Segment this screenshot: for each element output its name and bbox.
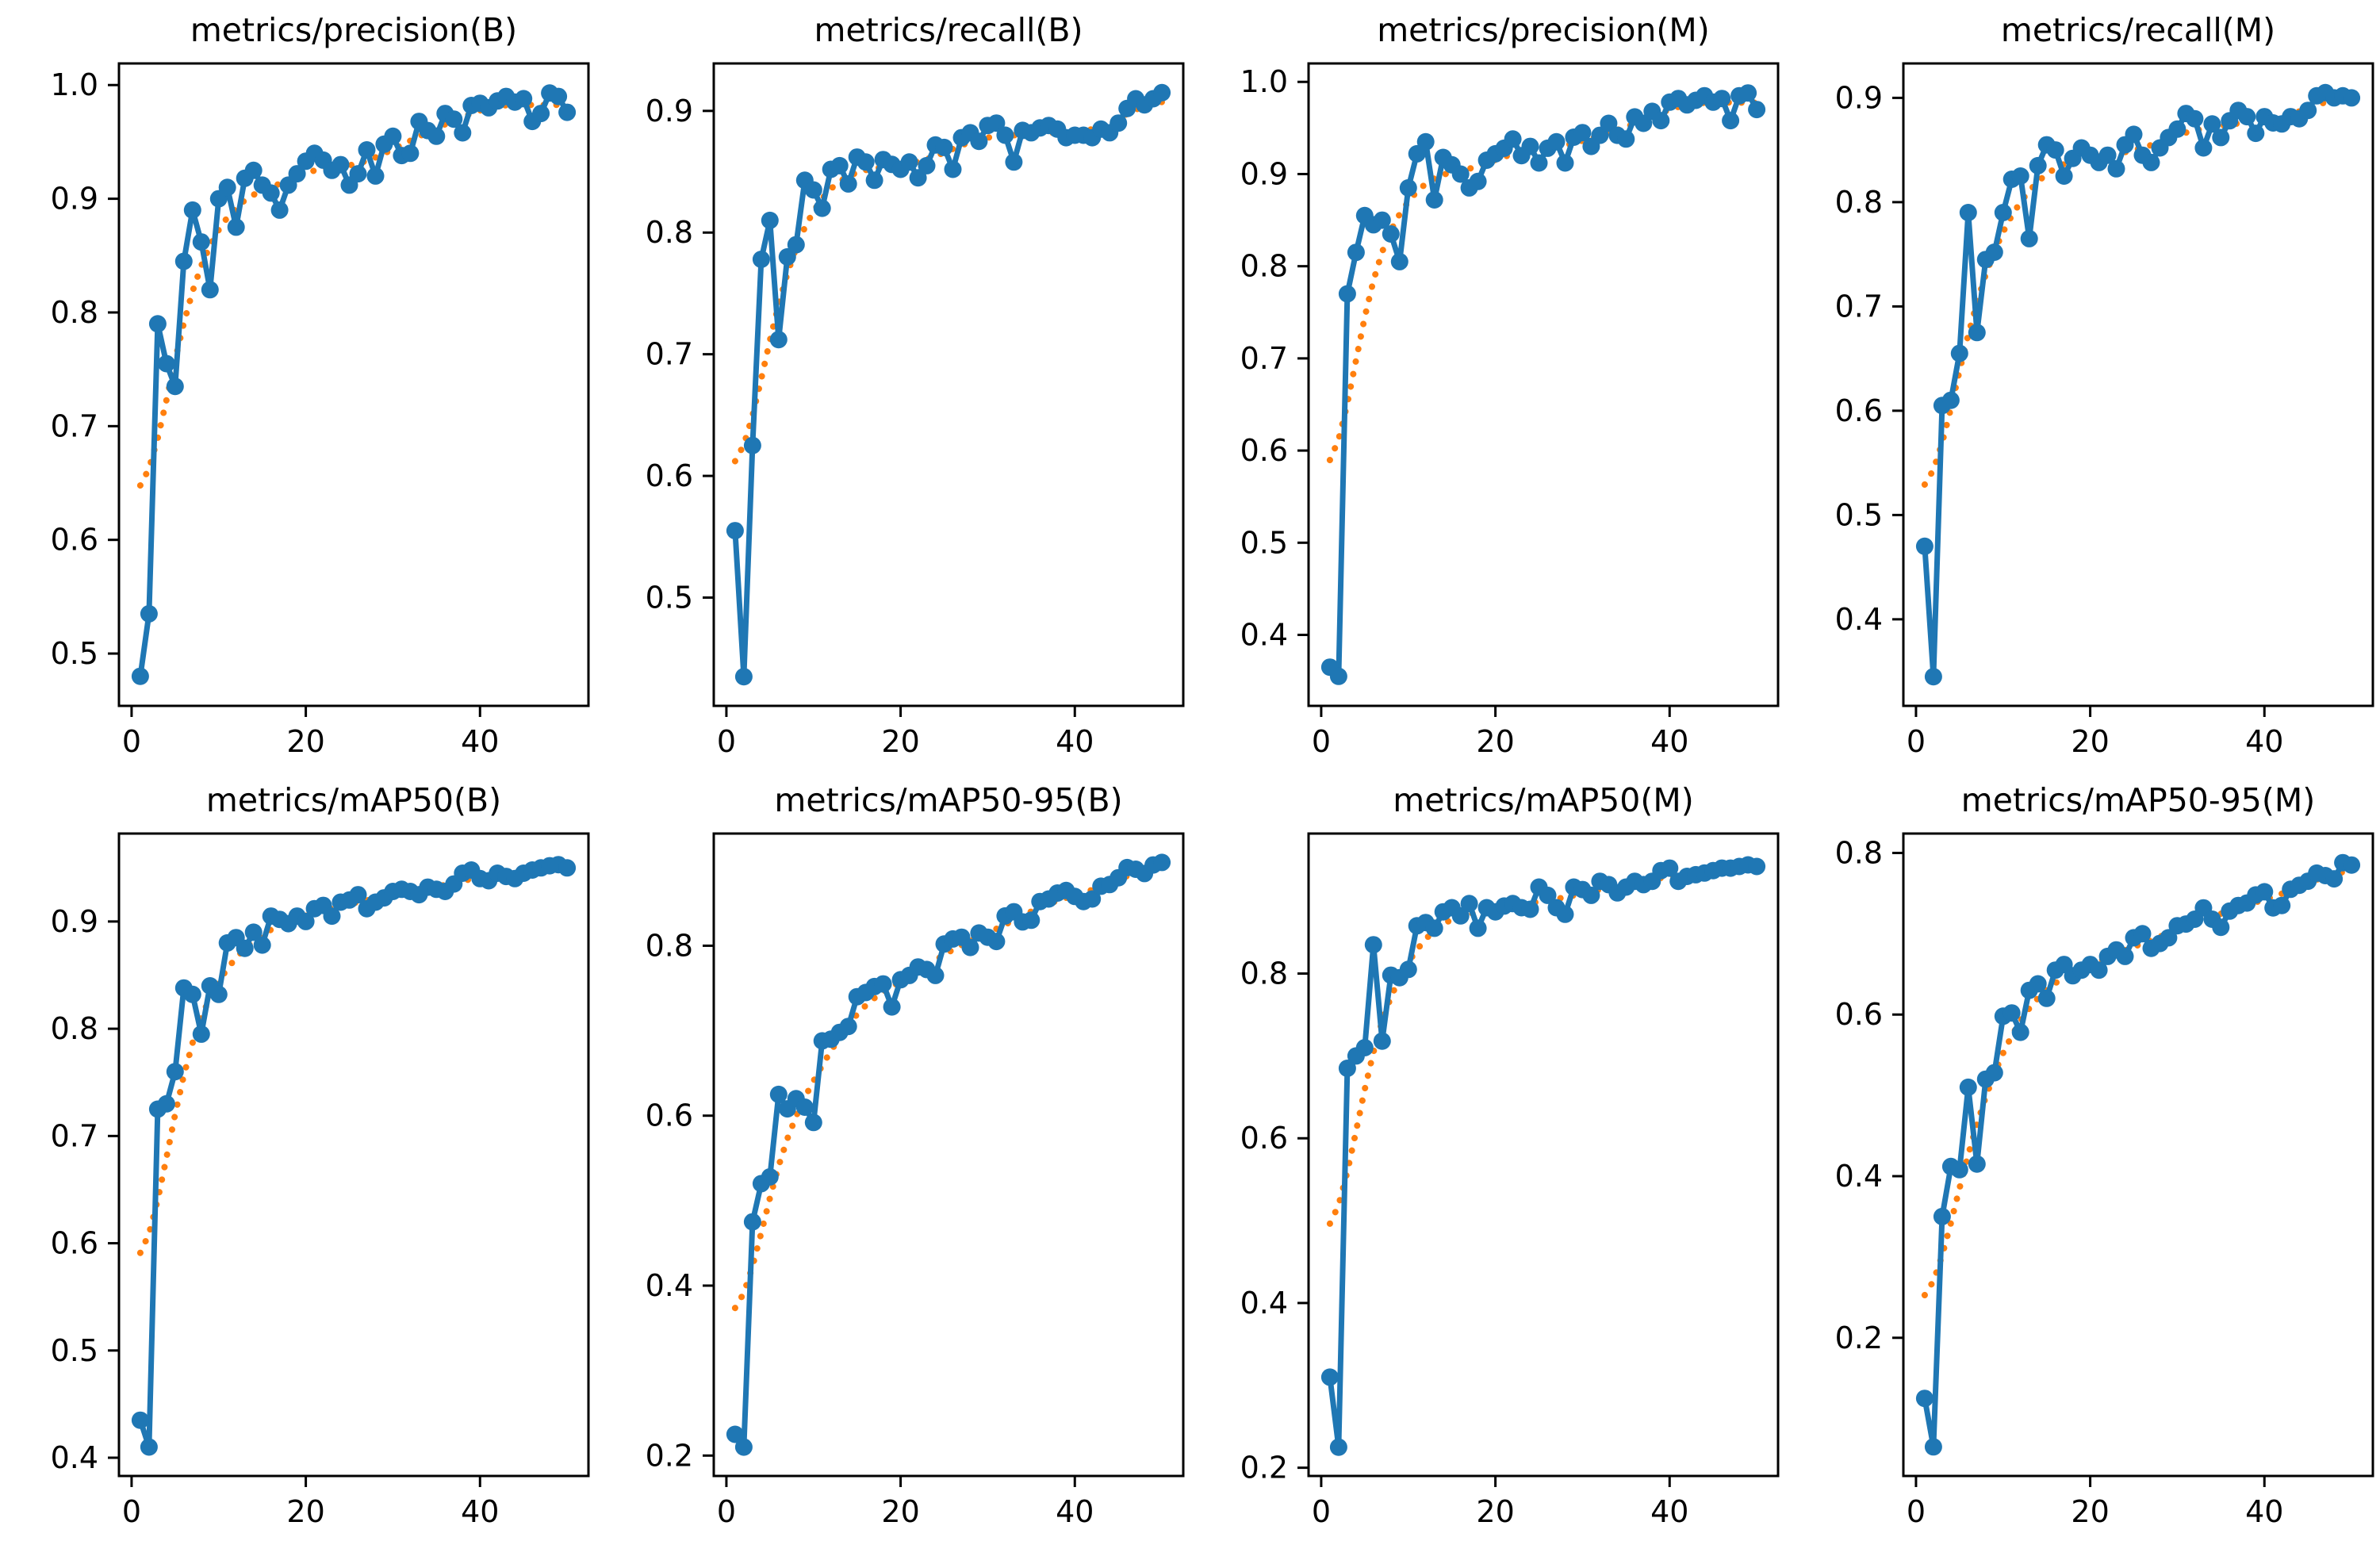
y-tick-label: 0.6 — [646, 1098, 693, 1133]
y-tick-label: 0.2 — [1240, 1451, 1288, 1485]
y-tick-label: 0.8 — [51, 295, 98, 330]
x-tick-label: 0 — [1312, 724, 1331, 759]
x-tick-label: 0 — [717, 724, 736, 759]
subplot-precision-b: metrics/precision(B) 0.5 0.6 0.7 0.8 0.9 1.0 0… — [0, 0, 595, 770]
x-tick-label: 40 — [2245, 724, 2283, 759]
y-tick-label: 0.4 — [1240, 618, 1288, 653]
y-tick-label: 0.4 — [51, 1440, 98, 1475]
plot-canvas: metrics/mAP50-95(M) 0.2 0.4 0.6 0.8 0 20 40 — [1835, 781, 2374, 1529]
y-tick-label: 0.8 — [1835, 185, 1883, 220]
y-tick-label: 0.7 — [51, 408, 98, 443]
y-tick-label: 0.7 — [1240, 341, 1288, 376]
y-tick-label: 0.5 — [1240, 525, 1288, 560]
subplot-precision-m: metrics/precision(M) 0.4 0.5 0.6 0.7 0.8 0.9 1… — [1190, 0, 1784, 770]
y-tick-label: 0.9 — [51, 182, 98, 217]
subplot-recall-b: metrics/recall(B) 0.5 0.6 0.7 0.8 0.9 0 20 40 — [595, 0, 1190, 770]
plot-canvas: metrics/mAP50(B) 0.4 0.5 0.6 0.7 0.8 0.9 0 20 40 — [51, 781, 590, 1529]
x-tick-label: 40 — [1056, 1494, 1094, 1529]
y-tick-label: 0.8 — [1240, 249, 1288, 284]
x-tick-label: 40 — [461, 724, 499, 759]
x-tick-label: 0 — [1907, 724, 1926, 759]
y-tick-label: 0.9 — [51, 904, 98, 939]
y-tick-label: 0.5 — [646, 580, 693, 615]
x-tick-label: 20 — [2071, 1494, 2109, 1529]
plot-canvas: metrics/mAP50-95(B) 0.2 0.4 0.6 0.8 0 20 40 — [646, 781, 1185, 1529]
y-tick-label: 0.9 — [1240, 156, 1288, 191]
x-tick-label: 20 — [286, 1494, 324, 1529]
y-tick-label: 0.8 — [1240, 956, 1288, 991]
x-tick-label: 40 — [2245, 1494, 2283, 1529]
y-tick-label: 0.9 — [646, 94, 693, 128]
x-tick-label: 40 — [1650, 1494, 1688, 1529]
y-tick-label: 0.6 — [646, 458, 693, 493]
x-tick-label: 20 — [881, 1494, 919, 1529]
y-tick-label: 0.9 — [1835, 80, 1883, 115]
y-tick-label: 0.6 — [1240, 1121, 1288, 1156]
plot-canvas: metrics/precision(M) 0.4 0.5 0.6 0.7 0.8 0.9 1… — [1240, 11, 1780, 759]
plot-title: metrics/recall(M) — [2001, 11, 2275, 49]
x-tick-label: 20 — [881, 724, 919, 759]
subplot-map50-m: metrics/mAP50(M) 0.2 0.4 0.6 0.8 0 20 40 — [1190, 770, 1784, 1540]
y-tick-label: 1.0 — [51, 67, 98, 102]
plot-canvas: metrics/mAP50(M) 0.2 0.4 0.6 0.8 0 20 40 — [1240, 781, 1780, 1529]
y-tick-label: 0.5 — [51, 636, 98, 671]
y-tick-label: 0.7 — [51, 1118, 98, 1153]
x-tick-label: 0 — [717, 1494, 736, 1529]
plot-canvas: metrics/recall(B) 0.5 0.6 0.7 0.8 0.9 0 20 40 — [646, 11, 1185, 759]
plot-title: metrics/mAP50-95(M) — [1961, 781, 2315, 819]
y-tick-label: 0.4 — [1240, 1286, 1288, 1321]
y-tick-label: 0.7 — [1835, 289, 1883, 324]
subplot-map50-95-b: metrics/mAP50-95(B) 0.2 0.4 0.6 0.8 0 20 40 — [595, 770, 1190, 1540]
subplot-recall-m: metrics/recall(M) 0.4 0.5 0.6 0.7 0.8 0.9 0 20 4… — [1784, 0, 2379, 770]
y-tick-label: 0.6 — [51, 523, 98, 558]
plot-title: metrics/mAP50(B) — [206, 781, 501, 819]
y-tick-label: 0.8 — [646, 215, 693, 250]
subplot-map50-95-m: metrics/mAP50-95(M) 0.2 0.4 0.6 0.8 0 20 40 — [1784, 770, 2379, 1540]
plot-title: metrics/recall(B) — [814, 11, 1083, 49]
y-tick-label: 0.7 — [646, 337, 693, 372]
y-tick-label: 0.6 — [1835, 393, 1883, 428]
x-tick-label: 20 — [1476, 1494, 1514, 1529]
x-tick-label: 0 — [122, 1494, 141, 1529]
x-tick-label: 40 — [1650, 724, 1688, 759]
y-tick-label: 0.5 — [51, 1333, 98, 1368]
plot-title: metrics/precision(M) — [1377, 11, 1710, 49]
x-tick-label: 0 — [122, 724, 141, 759]
y-tick-label: 1.0 — [1240, 64, 1288, 99]
x-tick-label: 20 — [1476, 724, 1514, 759]
plot-title: metrics/mAP50(M) — [1393, 781, 1693, 819]
x-tick-label: 40 — [1056, 724, 1094, 759]
y-tick-label: 0.8 — [51, 1011, 98, 1046]
y-tick-label: 0.6 — [1835, 997, 1883, 1032]
subplot-map50-b: metrics/mAP50(B) 0.4 0.5 0.6 0.7 0.8 0.9 0 20 40 — [0, 770, 595, 1540]
y-tick-label: 0.2 — [646, 1438, 693, 1473]
plot-title: metrics/mAP50-95(B) — [774, 781, 1122, 819]
x-tick-label: 20 — [286, 724, 324, 759]
plot-title: metrics/precision(B) — [190, 11, 517, 49]
y-tick-label: 0.5 — [1835, 497, 1883, 532]
y-tick-label: 0.4 — [1835, 1159, 1883, 1194]
y-tick-label: 0.6 — [51, 1226, 98, 1261]
x-tick-label: 0 — [1907, 1494, 1926, 1529]
y-tick-label: 0.6 — [1240, 433, 1288, 468]
x-tick-label: 0 — [1312, 1494, 1331, 1529]
plot-canvas: metrics/precision(B) 0.5 0.6 0.7 0.8 0.9 1.0 0… — [51, 11, 590, 759]
y-tick-label: 0.4 — [646, 1268, 693, 1303]
y-tick-label: 0.8 — [646, 928, 693, 963]
y-tick-label: 0.2 — [1835, 1321, 1883, 1355]
y-tick-label: 0.4 — [1835, 602, 1883, 637]
plot-canvas: metrics/recall(M) 0.4 0.5 0.6 0.7 0.8 0.9 0 20 4… — [1835, 11, 2374, 759]
x-tick-label: 40 — [461, 1494, 499, 1529]
y-tick-label: 0.8 — [1835, 835, 1883, 870]
x-tick-label: 20 — [2071, 724, 2109, 759]
